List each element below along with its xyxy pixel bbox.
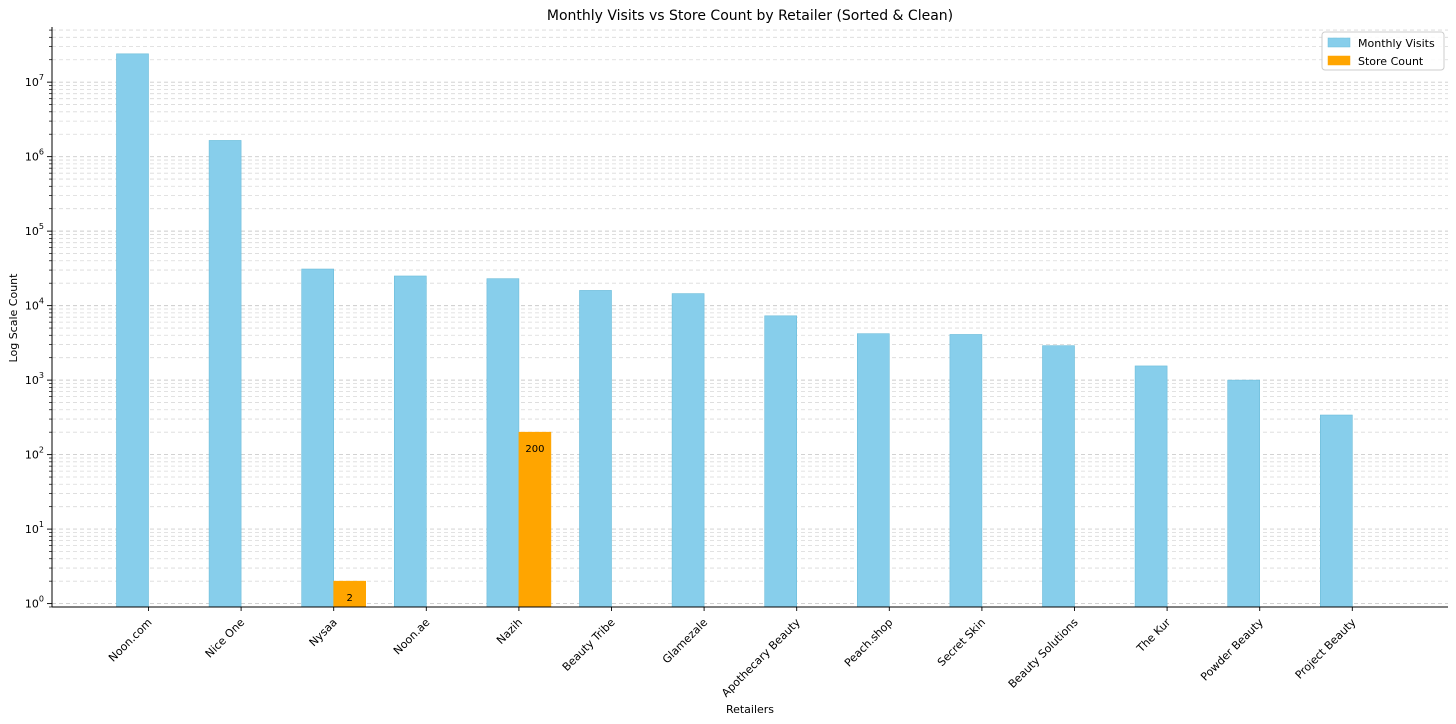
legend-label: Store Count [1358, 55, 1424, 68]
bar-monthly-visits-apothecary-beauty [764, 315, 798, 608]
y-tick-label: 102 [25, 446, 44, 462]
x-tick-labels: Noon.com Nice One Nysaa Noon.ae Nazih Beauty … [106, 607, 1359, 700]
x-tick-label: Noon.ae [391, 616, 433, 658]
bar-monthly-visits-glamezale [671, 293, 705, 608]
x-tick-label: Nazih [494, 616, 525, 647]
grid-lines [47, 29, 1448, 608]
bar-monthly-visits-noon-com [116, 53, 149, 608]
data-labels: 2 200 [347, 444, 545, 604]
bar-monthly-visits-the-kur [1134, 365, 1168, 608]
legend: Monthly Visits Store Count [1321, 31, 1445, 71]
legend-label: Monthly Visits [1358, 37, 1435, 50]
bar-monthly-visits-nice-one [208, 140, 242, 608]
x-tick-label: Powder Beauty [1198, 616, 1266, 684]
y-tick-label: 104 [25, 297, 44, 313]
bar-monthly-visits-beauty-tribe [579, 290, 612, 608]
x-tick-label: Nice One [203, 616, 248, 661]
x-tick-label: Nysaa [307, 616, 340, 649]
bar-monthly-visits-powder-beauty [1227, 379, 1260, 608]
x-tick-label: Project Beauty [1293, 616, 1359, 682]
y-tick-label: 105 [25, 222, 44, 238]
y-tick-labels: 100 101 102 103 104 105 106 107 [25, 73, 44, 610]
legend-swatch [1327, 37, 1351, 48]
y-tick-label: 106 [25, 148, 44, 164]
legend-swatch [1327, 55, 1351, 66]
x-tick-label: The Kur [1134, 616, 1174, 656]
bar-monthly-visits-noon-ae [393, 275, 427, 608]
x-axis-label: Retailers [726, 703, 774, 716]
bar-monthly-visits-nysaa [301, 268, 335, 608]
bar-monthly-visits-nazih [486, 278, 520, 608]
x-tick-label: Beauty Solutions [1006, 616, 1081, 691]
bars [116, 53, 1353, 608]
data-label: 2 [347, 593, 353, 604]
chart-title: Monthly Visits vs Store Count by Retaile… [547, 8, 953, 24]
x-tick-label: Peach.shop [842, 616, 896, 670]
bar-monthly-visits-secret-skin [949, 334, 983, 608]
legend-box [1321, 31, 1445, 71]
x-tick-label: Glamezale [660, 616, 710, 666]
x-tick-label: Beauty Tribe [560, 616, 618, 674]
y-tick-label: 101 [25, 520, 44, 536]
bar-monthly-visits-beauty-solutions [1042, 345, 1075, 608]
y-tick-label: 100 [25, 595, 44, 611]
x-tick-label: Noon.com [106, 616, 155, 665]
axes [51, 27, 1448, 608]
bar-store-count-nazih [518, 431, 552, 608]
bar-monthly-visits-peach-shop [856, 333, 890, 608]
x-tick-label: Apothecary Beauty [719, 616, 803, 700]
bar-monthly-visits-project-beauty [1320, 414, 1353, 608]
y-axis-label: Log Scale Count [7, 273, 20, 363]
x-tick-label: Secret Skin [935, 616, 988, 669]
data-label: 200 [525, 444, 544, 455]
y-tick-label: 107 [25, 73, 44, 89]
y-tick-label: 103 [25, 371, 44, 387]
